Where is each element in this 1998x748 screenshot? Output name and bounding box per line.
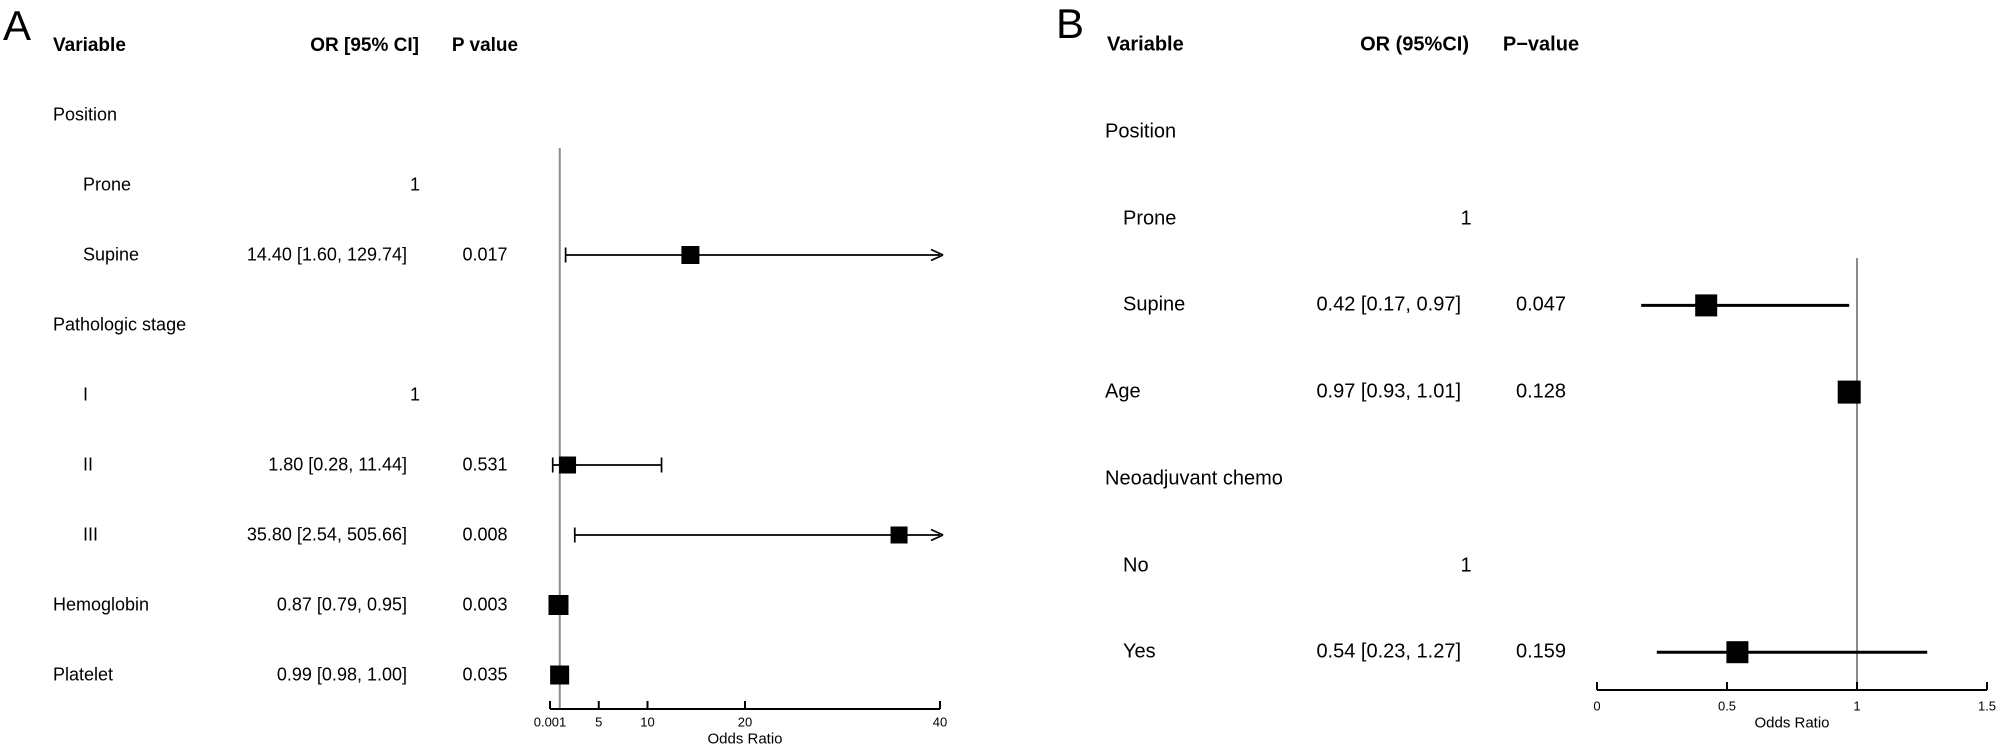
variable-column-header-a: Variable — [53, 35, 126, 57]
p-value: 0.128 — [1515, 380, 1567, 403]
row-group-label: Pathologic stage — [53, 314, 187, 335]
or-ci-value: 14.40 [1.60, 129.74] — [246, 244, 407, 265]
row-label: II — [83, 454, 94, 475]
or-ci-value: 0.87 [0.79, 0.95] — [276, 594, 407, 615]
x-axis-tick-label: 1 — [1853, 698, 1861, 714]
row-label: No — [1123, 554, 1149, 576]
or-ci-value: 1.80 [0.28, 11.44] — [268, 454, 407, 475]
or-point-marker — [681, 246, 700, 264]
or-reference-value: 1 — [1460, 207, 1472, 230]
or-point-marker — [548, 595, 569, 615]
or-column-header-b: OR (95%CI) — [1360, 33, 1469, 56]
or-column-header-a: OR [95% CI] — [310, 35, 419, 57]
ci-arrowhead — [930, 534, 944, 542]
or-point-marker — [559, 456, 577, 474]
or-ci-value: 0.54 [0.23, 1.27] — [1316, 640, 1461, 663]
p-value: 0.159 — [1515, 640, 1567, 663]
row-label: Prone — [1123, 207, 1177, 230]
p-value: 0.035 — [462, 664, 508, 685]
x-axis-tick-label: 20 — [737, 714, 753, 730]
p-value: 0.531 — [462, 454, 508, 475]
x-axis-title-a: Odds Ratio — [707, 730, 783, 748]
row-group-label: Neoadjuvant chemo — [1105, 467, 1283, 490]
row-label: Hemoglobin — [53, 594, 150, 615]
pvalue-column-header-a: P value — [451, 35, 519, 57]
ci-arrowhead — [930, 248, 944, 256]
row-label: Age — [1105, 380, 1141, 403]
p-value: 0.047 — [1515, 293, 1567, 316]
x-axis-tick-label: 0.001 — [533, 714, 567, 730]
or-ci-value: 0.99 [0.98, 1.00] — [276, 664, 407, 685]
row-label: Platelet — [53, 664, 114, 685]
row-label: Supine — [1123, 293, 1186, 316]
row-label: Prone — [83, 174, 132, 195]
x-axis-tick-label: 40 — [932, 714, 948, 730]
row-label: III — [83, 524, 99, 545]
p-value: 0.008 — [462, 524, 508, 545]
p-value: 0.017 — [462, 244, 508, 265]
or-reference-value: 1 — [409, 384, 421, 405]
or-reference-value: 1 — [409, 174, 421, 195]
x-axis-tick-label: 5 — [595, 714, 603, 730]
x-axis-tick-label: 0 — [1593, 698, 1601, 714]
or-point-marker — [550, 665, 570, 685]
or-point-marker — [1726, 641, 1749, 664]
or-ci-value: 0.42 [0.17, 0.97] — [1316, 293, 1461, 316]
or-point-marker — [890, 526, 908, 544]
x-axis-tick-label: 0.5 — [1717, 698, 1737, 714]
variable-column-header-b: Variable — [1107, 33, 1184, 56]
ci-arrowhead — [930, 528, 944, 536]
p-value: 0.003 — [462, 594, 508, 615]
ci-arrowhead — [930, 254, 944, 262]
or-reference-value: 1 — [1460, 554, 1472, 576]
pvalue-column-header-b: P−value — [1502, 33, 1580, 56]
panel-a-label: A — [3, 1, 32, 49]
row-group-label: Position — [53, 104, 118, 125]
x-axis-tick-label: 1.5 — [1977, 698, 1997, 714]
or-point-marker — [1837, 380, 1861, 404]
x-axis-title-b: Odds Ratio — [1754, 714, 1830, 732]
row-label: Yes — [1123, 640, 1156, 663]
row-label: I — [83, 384, 89, 405]
row-label: Supine — [83, 244, 140, 265]
x-axis-tick-label: 10 — [640, 714, 655, 730]
or-point-marker — [1695, 294, 1718, 317]
row-group-label: Position — [1105, 120, 1177, 143]
or-ci-value: 35.80 [2.54, 505.66] — [246, 524, 407, 545]
panel-b-label: B — [1056, 0, 1085, 47]
or-ci-value: 0.97 [0.93, 1.01] — [1316, 380, 1461, 403]
